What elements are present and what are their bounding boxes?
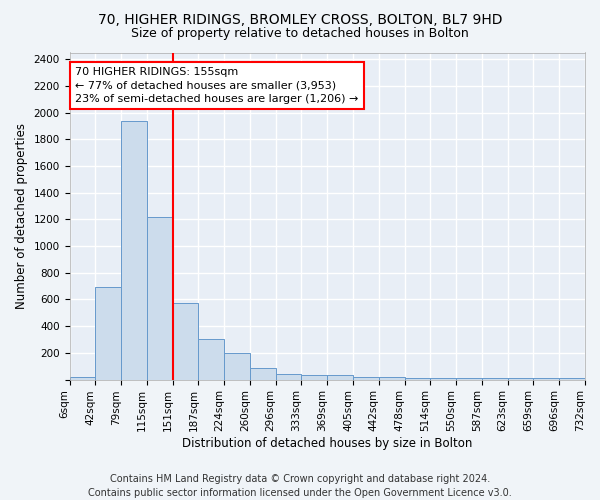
Bar: [533, 378, 559, 380]
Bar: [559, 378, 585, 380]
Bar: [301, 375, 327, 380]
Bar: [147, 216, 173, 380]
Bar: [70, 377, 95, 380]
Bar: [173, 304, 199, 380]
Bar: [456, 378, 482, 380]
Y-axis label: Number of detached properties: Number of detached properties: [15, 123, 28, 309]
Text: 70, HIGHER RIDINGS, BROMLEY CROSS, BOLTON, BL7 9HD: 70, HIGHER RIDINGS, BROMLEY CROSS, BOLTO…: [98, 12, 502, 26]
Bar: [121, 120, 147, 380]
Text: 70 HIGHER RIDINGS: 155sqm
← 77% of detached houses are smaller (3,953)
23% of se: 70 HIGHER RIDINGS: 155sqm ← 77% of detac…: [75, 67, 359, 104]
X-axis label: Distribution of detached houses by size in Bolton: Distribution of detached houses by size …: [182, 437, 472, 450]
Bar: [327, 375, 353, 380]
Bar: [224, 353, 250, 380]
Bar: [482, 378, 508, 380]
Bar: [199, 339, 224, 380]
Bar: [276, 374, 301, 380]
Text: Size of property relative to detached houses in Bolton: Size of property relative to detached ho…: [131, 28, 469, 40]
Bar: [95, 288, 121, 380]
Bar: [250, 368, 276, 380]
Text: Contains HM Land Registry data © Crown copyright and database right 2024.
Contai: Contains HM Land Registry data © Crown c…: [88, 474, 512, 498]
Bar: [379, 377, 404, 380]
Bar: [353, 377, 379, 380]
Bar: [508, 378, 533, 380]
Bar: [404, 378, 430, 380]
Bar: [430, 378, 456, 380]
